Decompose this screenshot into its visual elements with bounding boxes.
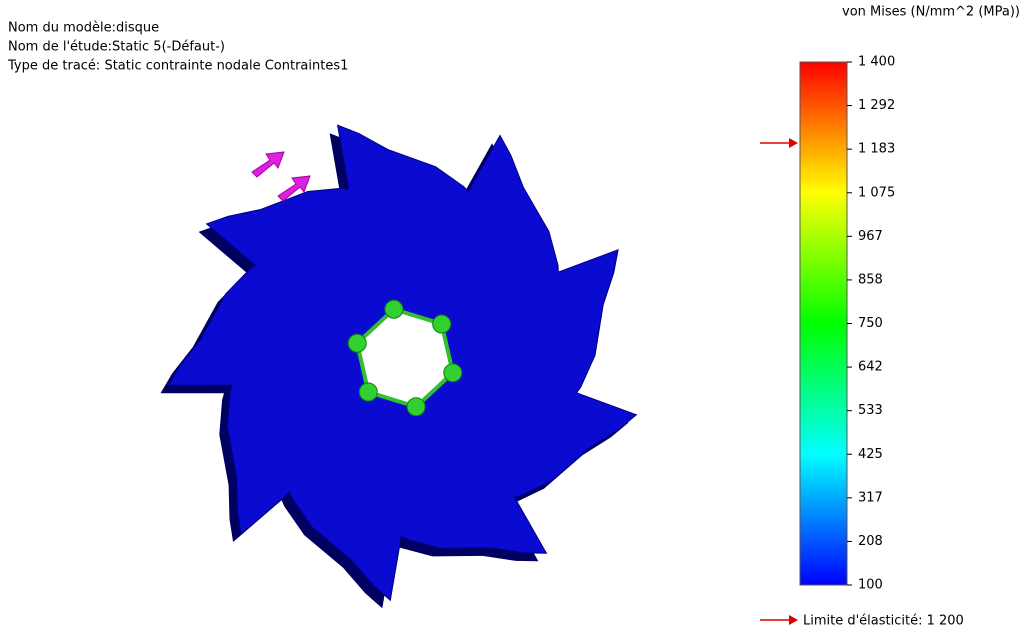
yield-label: Limite d'élasticité: 1 200 bbox=[803, 614, 964, 629]
tick-label: 1 292 bbox=[858, 98, 895, 113]
tick-label: 1 183 bbox=[858, 142, 895, 157]
fixture-marker bbox=[444, 364, 462, 382]
fixture-marker bbox=[348, 334, 366, 352]
legend-title: von Mises (N/mm^2 (MPa)) bbox=[842, 5, 1020, 20]
yield-marker bbox=[760, 138, 798, 625]
header-line: Nom de l'étude:Static 5(-Défaut-) bbox=[8, 40, 225, 55]
header-line: Nom du modèle:disque bbox=[8, 21, 159, 36]
tick-label: 1 400 bbox=[858, 55, 895, 70]
tick-label: 642 bbox=[858, 360, 883, 375]
fixture-marker bbox=[407, 398, 425, 416]
tick-label: 967 bbox=[858, 229, 883, 244]
tick-label: 750 bbox=[858, 316, 883, 331]
fixture-marker bbox=[385, 300, 403, 318]
fixture-marker bbox=[433, 315, 451, 333]
color-bar bbox=[800, 62, 847, 585]
header-line: Type de tracé: Static contrainte nodale … bbox=[7, 59, 348, 74]
tick-label: 425 bbox=[858, 447, 883, 462]
tick-label: 208 bbox=[858, 534, 883, 549]
disk-model bbox=[161, 125, 637, 608]
tick-label: 1 075 bbox=[858, 185, 895, 200]
tick-label: 533 bbox=[858, 403, 883, 418]
tick-label: 858 bbox=[858, 272, 883, 287]
fixture-marker bbox=[359, 383, 377, 401]
tick-label: 317 bbox=[858, 490, 883, 505]
simulation-view: Nom du modèle:disque Nom de l'étude:Stat… bbox=[0, 0, 1027, 637]
tick-label: 100 bbox=[858, 578, 883, 593]
